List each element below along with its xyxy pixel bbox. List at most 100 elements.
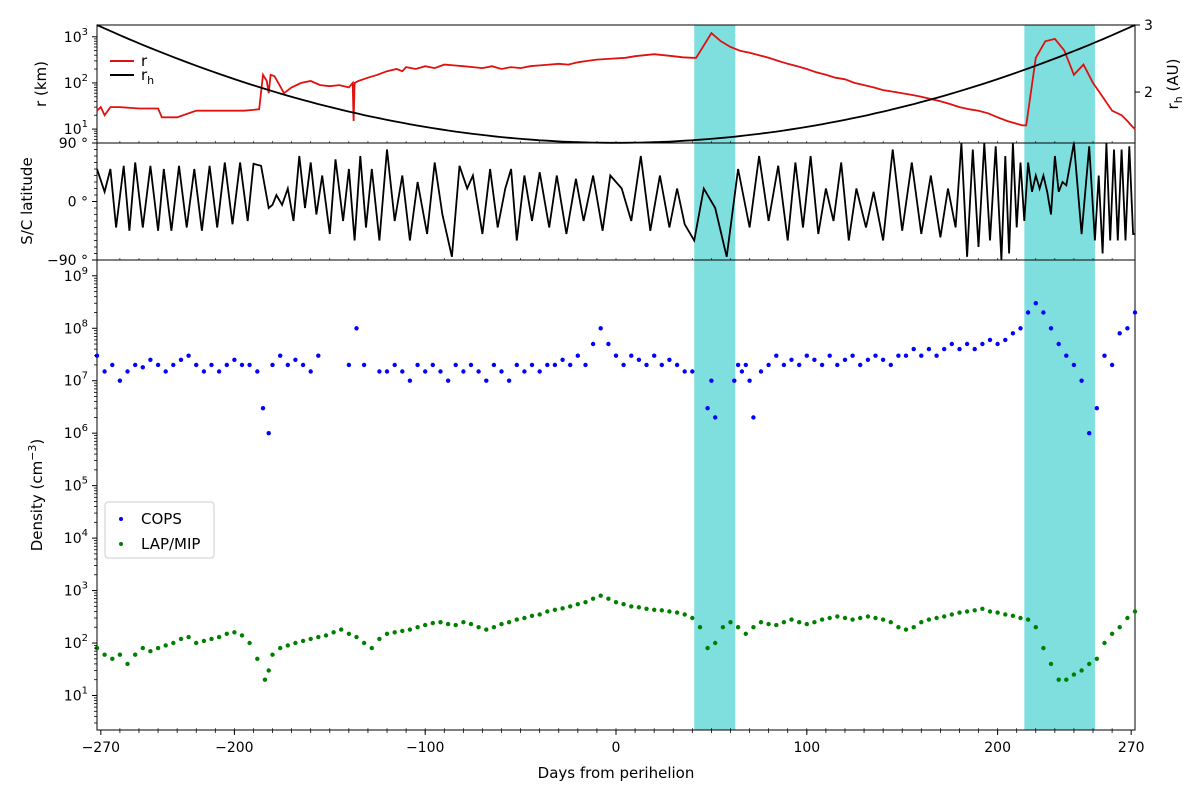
cops-point [1064, 353, 1069, 358]
cops-point [110, 362, 115, 368]
cops-point [270, 362, 275, 368]
cops-point [682, 369, 687, 374]
mid-ytick-label: 90 ° [59, 136, 88, 152]
lapmip-point [125, 661, 130, 667]
cops-point [598, 326, 603, 331]
top-y2tick-label: 2 [1144, 85, 1153, 101]
cops-point [163, 369, 168, 374]
cops-point [148, 357, 153, 362]
cops-point [804, 353, 809, 358]
cops-point [781, 362, 787, 368]
cops-point [308, 369, 313, 374]
lapmip-point [438, 620, 443, 625]
bottom-ytick-base: 10 [64, 426, 82, 442]
top-y2label-main: r [1164, 102, 1182, 109]
bottom-legend: COPS LAP/MIP [104, 501, 215, 559]
cops-point [186, 353, 191, 358]
cops-point [346, 362, 352, 368]
lapmip-point [171, 640, 176, 646]
lapmip-point [568, 604, 573, 609]
lapmip-point [1048, 661, 1054, 667]
lapmip-point [598, 593, 603, 598]
lapmip-point [255, 656, 260, 661]
lapmip-point [377, 636, 382, 642]
cops-point [1079, 378, 1084, 383]
lapmip-point [232, 630, 237, 635]
bottom-ytick-base: 10 [64, 584, 82, 600]
cops-point [171, 362, 176, 368]
lapmip-point [407, 627, 413, 632]
cops-point [739, 369, 745, 374]
cops-point [896, 353, 901, 358]
cops-point [911, 346, 916, 352]
x-tick-label: 0 [612, 740, 621, 756]
top-y2label: rh (AU) [1164, 59, 1185, 110]
lapmip-point [1087, 661, 1092, 667]
lapmip-point [423, 622, 428, 628]
shaded-band-2 [1024, 25, 1095, 730]
cops-point [964, 341, 970, 347]
cops-point [415, 362, 420, 368]
cops-point [995, 341, 1000, 347]
lapmip-point [1094, 656, 1100, 661]
bottom-ytick-label: 108 [64, 318, 88, 337]
x-axis-ticks: −270 −200 −100 0 100 200 270 [82, 141, 1145, 756]
lapmip-point [545, 609, 550, 614]
lapmip-point [1117, 625, 1122, 630]
lapmip-point [1056, 677, 1061, 682]
lapmip-point [720, 625, 726, 630]
lapmip-point [178, 636, 184, 642]
top-ytick-exp: 1 [82, 119, 88, 130]
lapmip-point [369, 645, 374, 651]
lapmip-point [1109, 631, 1115, 636]
lapmip-point [713, 640, 718, 646]
cops-point [247, 362, 252, 368]
lapmip-point [926, 617, 932, 622]
legend-label-rh-main: r [141, 66, 148, 84]
shaded-band-1 [694, 25, 736, 730]
cops-point [732, 378, 737, 383]
top-y2label-sub: h [1172, 96, 1185, 103]
lapmip-point [1125, 615, 1130, 621]
bottom-ytick-base: 10 [64, 479, 82, 495]
bottom-ytick-label: 103 [64, 581, 88, 600]
legend-label-lapmip: LAP/MIP [141, 535, 200, 553]
lapmip-point [148, 649, 153, 654]
lapmip-point [728, 620, 733, 625]
cops-point [1132, 310, 1138, 315]
lapmip-point [1102, 640, 1107, 646]
r-line [96, 31, 1136, 130]
lapmip-point [827, 615, 832, 621]
middle-panel: 90 ° 0 ° −90 ° S/C latitude [18, 136, 1135, 269]
cops-point [1087, 431, 1092, 436]
mid-ytick-label: 0 ° [68, 195, 88, 211]
cops-point [629, 353, 634, 358]
lapmip-point [224, 631, 229, 636]
bottom-ytick-label: 106 [64, 423, 88, 442]
cops-point [461, 369, 466, 374]
cops-point [865, 357, 871, 362]
panel-frames [96, 24, 1136, 731]
lapmip-point [163, 643, 168, 648]
cops-point [667, 357, 672, 362]
cops-point [858, 362, 863, 368]
lapmip-point [323, 633, 329, 638]
lapmip-point [613, 600, 619, 605]
cops-point [583, 362, 588, 368]
lapmip-point [606, 596, 611, 601]
cops-point [537, 369, 542, 374]
lapmip-point [590, 596, 596, 601]
cops-point [636, 357, 642, 362]
lapmip-point [911, 625, 916, 630]
cops-point [1125, 326, 1130, 331]
cops-point [155, 362, 161, 368]
cops-point [659, 362, 664, 368]
cops-point [690, 369, 695, 374]
lapmip-point [239, 633, 245, 638]
lapmip-point [636, 605, 642, 610]
cops-point [751, 415, 756, 420]
lapmip-point [629, 604, 634, 609]
cops-point [560, 357, 565, 362]
cops-point [293, 357, 298, 362]
lapmip-point [980, 606, 985, 611]
